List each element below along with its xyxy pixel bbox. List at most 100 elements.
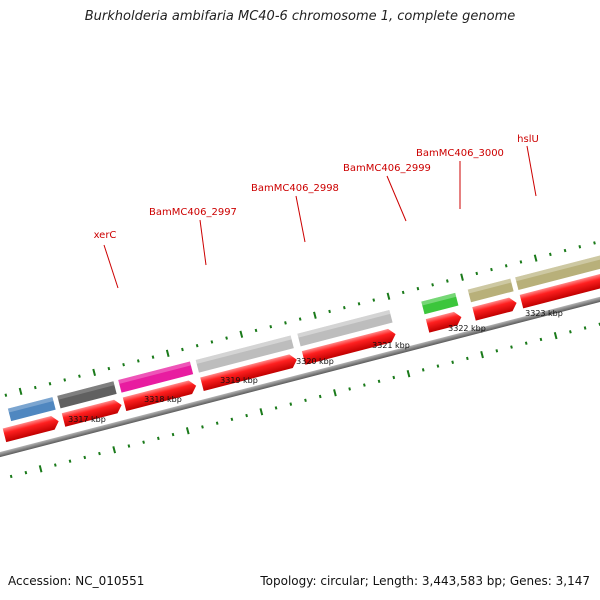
minor-tick xyxy=(98,451,101,456)
scale-label-3317: 3317 kbp xyxy=(68,415,106,424)
gene-label-bam2998[interactable]: BamMC406_2998 xyxy=(251,183,339,194)
minor-tick xyxy=(83,455,87,460)
cds-arrow[interactable] xyxy=(200,353,298,392)
tick-row-upper xyxy=(4,241,596,397)
major-tick xyxy=(460,273,464,281)
major-tick xyxy=(313,311,317,319)
major-tick xyxy=(38,465,43,473)
leader-hslu xyxy=(526,145,537,197)
gene-labels: xerC BamMC406_2997 BamMC406_2998 BamMC40… xyxy=(94,134,539,241)
minor-tick xyxy=(578,245,582,249)
major-tick xyxy=(480,351,484,359)
gene-bam3000-feature[interactable] xyxy=(467,278,514,303)
minor-tick xyxy=(466,356,469,361)
major-tick xyxy=(18,387,23,396)
scale-label-3323: 3323 kbp xyxy=(525,309,563,318)
scale-label-3318: 3318 kbp xyxy=(144,395,182,404)
major-tick xyxy=(533,254,538,262)
leader-bam2998 xyxy=(295,195,306,243)
cds-arrow[interactable] xyxy=(301,327,397,365)
minor-tick xyxy=(274,406,278,410)
minor-tick xyxy=(195,344,199,348)
minor-tick xyxy=(304,398,307,403)
gene-blue-feature[interactable] xyxy=(7,397,56,422)
genome-summary-text: Topology: circular; Length: 3,443,583 bp… xyxy=(260,574,590,588)
minor-tick xyxy=(284,321,287,325)
cds-arrow[interactable] xyxy=(472,296,518,321)
minor-tick xyxy=(215,421,219,425)
minor-tick xyxy=(510,345,513,349)
minor-tick xyxy=(490,267,493,272)
minor-tick xyxy=(357,302,361,306)
gene-label-bam3000[interactable]: BamMC406_3000 xyxy=(416,148,504,159)
major-tick xyxy=(92,368,97,376)
gene-label-hslu[interactable]: hslU xyxy=(517,134,539,145)
minor-tick xyxy=(549,252,552,257)
minor-tick xyxy=(539,337,543,342)
minor-tick xyxy=(348,387,351,391)
minor-tick xyxy=(569,330,572,334)
gene-bam2997-feature[interactable] xyxy=(195,335,294,373)
cds-arrow[interactable] xyxy=(2,415,61,443)
tick-row-lower xyxy=(9,322,600,479)
minor-tick xyxy=(298,317,302,321)
minor-tick xyxy=(593,241,596,245)
minor-tick xyxy=(392,375,396,380)
leader-bam2997 xyxy=(199,219,207,266)
accession-text: Accession: NC_010551 xyxy=(8,574,145,588)
minor-tick xyxy=(181,347,184,352)
cds-arrow[interactable] xyxy=(519,268,600,309)
minor-tick xyxy=(451,360,454,364)
major-tick xyxy=(112,446,117,454)
minor-tick xyxy=(504,264,508,268)
minor-tick xyxy=(210,340,214,344)
minor-tick xyxy=(416,286,420,291)
minor-tick xyxy=(475,271,479,276)
minor-tick xyxy=(269,324,273,329)
major-tick xyxy=(333,389,337,397)
minor-tick xyxy=(445,279,449,283)
minor-tick xyxy=(318,394,322,399)
major-tick xyxy=(165,349,170,357)
scale-label-3321: 3321 kbp xyxy=(372,341,410,350)
gene-darkgray-feature[interactable] xyxy=(57,381,117,409)
minor-tick xyxy=(48,382,52,386)
cds-arrow[interactable] xyxy=(61,398,124,427)
minor-tick xyxy=(495,349,499,353)
scale-labels: 3317 kbp 3318 kbp 3319 kbp 3320 kbp 3321… xyxy=(68,309,563,424)
gene-hslu-feature[interactable] xyxy=(515,250,600,290)
minor-tick xyxy=(519,260,523,264)
gene-label-xerc[interactable]: xerC xyxy=(94,230,117,241)
gene-label-bam2999[interactable]: BamMC406_2999 xyxy=(343,163,431,174)
minor-tick xyxy=(289,402,293,406)
cds-track xyxy=(2,268,600,443)
minor-tick xyxy=(9,474,13,479)
major-tick xyxy=(406,370,411,378)
major-tick xyxy=(239,330,244,338)
cds-arrow[interactable] xyxy=(425,310,463,333)
minor-tick xyxy=(171,432,175,437)
gene-bam2999-feature[interactable] xyxy=(421,292,459,315)
minor-tick xyxy=(377,379,381,383)
minor-tick xyxy=(230,417,234,422)
gene-xerc-feature[interactable] xyxy=(118,361,194,393)
minor-tick xyxy=(201,425,204,429)
minor-tick xyxy=(4,393,8,397)
minor-tick xyxy=(107,366,111,371)
gene-track xyxy=(7,250,600,422)
minor-tick xyxy=(142,440,145,444)
map-title: Burkholderia ambifaria MC40-6 chromosome… xyxy=(84,9,516,24)
gene-bam2998-feature[interactable] xyxy=(297,309,393,347)
genome-backbone xyxy=(0,274,600,465)
minor-tick xyxy=(401,290,405,295)
gene-label-bam2997[interactable]: BamMC406_2997 xyxy=(149,207,237,218)
cds-arrow[interactable] xyxy=(122,379,198,412)
minor-tick xyxy=(68,459,72,463)
minor-tick xyxy=(122,363,125,367)
minor-tick xyxy=(245,413,248,418)
leader-bam2999 xyxy=(386,175,407,222)
scale-label-3319: 3319 kbp xyxy=(220,376,258,385)
minor-tick xyxy=(53,463,57,467)
